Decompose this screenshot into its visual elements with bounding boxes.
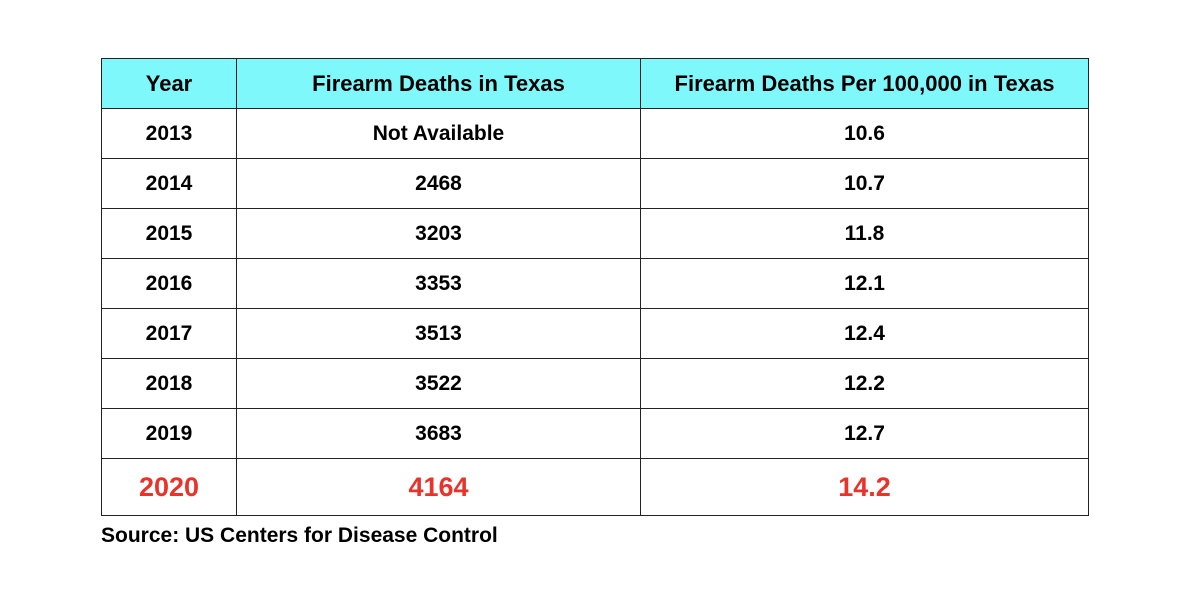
cell-deaths: Not Available — [236, 108, 641, 159]
table-row: 2016 3353 12.1 — [101, 258, 1089, 309]
data-table-container: Year Firearm Deaths in Texas Firearm Dea… — [101, 58, 1089, 516]
cell-year: 2013 — [101, 108, 237, 159]
table-row: 2013 Not Available 10.6 — [101, 108, 1089, 159]
table-row: 2018 3522 12.2 — [101, 358, 1089, 409]
cell-deaths: 3522 — [236, 358, 641, 409]
cell-deaths: 3203 — [236, 208, 641, 259]
source-note: Source: US Centers for Disease Control — [101, 524, 498, 547]
cell-rate: 10.7 — [640, 158, 1089, 209]
cell-rate: 12.1 — [640, 258, 1089, 309]
cell-year: 2016 — [101, 258, 237, 309]
cell-deaths: 3683 — [236, 408, 641, 459]
header-firearm-deaths: Firearm Deaths in Texas — [236, 58, 641, 109]
cell-year: 2019 — [101, 408, 237, 459]
table-row: 2014 2468 10.7 — [101, 158, 1089, 209]
cell-rate: 10.6 — [640, 108, 1089, 159]
cell-deaths: 2468 — [236, 158, 641, 209]
table-row: 2017 3513 12.4 — [101, 308, 1089, 359]
cell-year: 2015 — [101, 208, 237, 259]
table-row-highlight: 2020 4164 14.2 — [101, 458, 1089, 516]
cell-deaths: 3513 — [236, 308, 641, 359]
firearm-deaths-table: Year Firearm Deaths in Texas Firearm Dea… — [101, 58, 1089, 516]
table-row: 2015 3203 11.8 — [101, 208, 1089, 259]
cell-deaths: 4164 — [236, 458, 641, 516]
cell-rate: 11.8 — [640, 208, 1089, 259]
cell-rate: 14.2 — [640, 458, 1089, 516]
cell-year: 2014 — [101, 158, 237, 209]
table-header-row: Year Firearm Deaths in Texas Firearm Dea… — [101, 58, 1089, 109]
header-year: Year — [101, 58, 237, 109]
cell-year: 2020 — [101, 458, 237, 516]
cell-year: 2018 — [101, 358, 237, 409]
cell-deaths: 3353 — [236, 258, 641, 309]
header-firearm-deaths-per-100k: Firearm Deaths Per 100,000 in Texas — [640, 58, 1089, 109]
cell-rate: 12.2 — [640, 358, 1089, 409]
table-row: 2019 3683 12.7 — [101, 408, 1089, 459]
cell-rate: 12.4 — [640, 308, 1089, 359]
cell-year: 2017 — [101, 308, 237, 359]
cell-rate: 12.7 — [640, 408, 1089, 459]
